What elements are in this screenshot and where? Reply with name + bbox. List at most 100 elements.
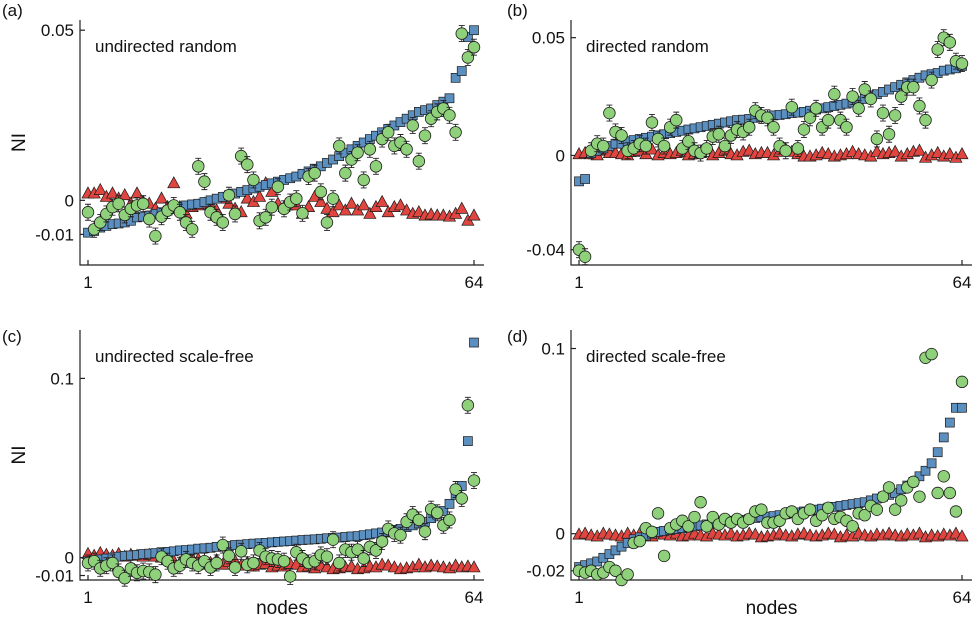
- triangle-point: [375, 194, 389, 207]
- triangle-point: [154, 191, 169, 204]
- circle-point: [913, 99, 926, 113]
- circle-point: [400, 143, 413, 156]
- circle-point: [712, 128, 726, 141]
- circle-point: [234, 149, 248, 163]
- series-circle: [572, 347, 969, 587]
- circle-point: [931, 43, 944, 56]
- square-point: [463, 436, 473, 446]
- circle-point: [633, 534, 646, 548]
- y-tick-label: -0.04: [526, 241, 565, 260]
- series-circle: [572, 29, 969, 266]
- triangle-point: [105, 186, 120, 199]
- circle-point: [173, 206, 187, 219]
- circle-point: [418, 525, 432, 538]
- series-circle: [81, 396, 481, 587]
- circle-point: [858, 83, 871, 96]
- y-tick-label: -0.01: [35, 567, 74, 586]
- circle-point: [846, 90, 859, 103]
- circle-point: [412, 513, 426, 527]
- circle-point: [210, 556, 223, 570]
- panel-label: (b): [507, 1, 528, 20]
- panel-title: undirected scale-free: [95, 347, 254, 366]
- circle-point: [943, 486, 957, 500]
- circle-point: [688, 510, 701, 524]
- circle-point: [136, 197, 150, 210]
- triangle-point: [412, 205, 426, 218]
- circle-point: [271, 180, 285, 193]
- circle-point: [852, 102, 865, 115]
- axes: [79, 330, 484, 581]
- circle-point: [937, 470, 950, 483]
- circle-point: [615, 129, 628, 142]
- triangle-point: [326, 205, 340, 218]
- circle-point: [339, 166, 352, 180]
- circle-point: [198, 175, 211, 188]
- circle-point: [907, 475, 920, 489]
- square-point: [957, 402, 967, 413]
- circle-point: [858, 508, 871, 522]
- circle-point: [682, 520, 695, 533]
- circle-point: [296, 207, 309, 220]
- triangle-point: [931, 145, 945, 158]
- circle-point: [785, 100, 798, 114]
- circle-point: [216, 538, 229, 552]
- circle-point: [913, 490, 926, 503]
- circle-point: [283, 570, 297, 583]
- panel-title: directed random: [586, 37, 709, 56]
- panel-a: 0.05 0 -0.01 1 64 (a) undirected random NI: [2, 1, 484, 292]
- circle-point: [247, 556, 260, 570]
- y-tick-label: 0.05: [532, 29, 565, 48]
- circle-point: [394, 528, 407, 542]
- triangle-point: [344, 196, 359, 209]
- y-axis-label: NI: [9, 133, 30, 152]
- circle-point: [840, 120, 853, 134]
- y-tick-label: 0.1: [541, 340, 565, 359]
- circle-point: [106, 556, 119, 570]
- triangle-point: [357, 198, 371, 211]
- circle-point: [639, 139, 653, 153]
- circle-point: [228, 561, 242, 574]
- triangle-point: [332, 198, 346, 211]
- circle-point: [222, 189, 236, 202]
- circle-point: [363, 143, 377, 156]
- circle-point: [876, 106, 890, 120]
- x-axis-label: nodes: [256, 598, 308, 618]
- circle-point: [333, 556, 346, 570]
- triangle-point: [130, 186, 144, 199]
- square-point: [932, 447, 943, 458]
- circle-point: [431, 506, 444, 519]
- circle-point: [351, 146, 364, 159]
- circle-point: [603, 106, 616, 120]
- triangle-point: [93, 182, 107, 195]
- circle-point: [578, 250, 592, 263]
- circle-point: [803, 111, 817, 124]
- circle-point: [870, 132, 884, 146]
- circle-point: [925, 347, 938, 361]
- axes: [570, 20, 972, 266]
- x-tick-label: 64: [465, 588, 484, 607]
- circle-point: [907, 80, 920, 94]
- x-tick-label: 1: [83, 588, 92, 607]
- square-point: [444, 93, 455, 104]
- y-tick-label: 0: [65, 191, 74, 210]
- square-point: [920, 465, 931, 476]
- circle-point: [192, 160, 205, 173]
- circle-point: [149, 229, 162, 243]
- circle-point: [369, 544, 383, 557]
- square-point: [926, 458, 937, 469]
- circle-point: [326, 192, 340, 205]
- circle-point: [449, 483, 462, 496]
- square-point: [469, 25, 479, 36]
- panel-title: undirected random: [95, 37, 237, 56]
- axes: [79, 20, 484, 266]
- circle-point: [406, 119, 419, 132]
- panel-label: (d): [507, 327, 528, 346]
- circle-point: [651, 507, 665, 520]
- circle-point: [670, 113, 683, 127]
- circle-point: [241, 158, 254, 171]
- panel-c: 0.1 0-0.01 1 64 (c) undirected scale-free NI no…: [2, 327, 484, 618]
- circle-point: [467, 41, 481, 54]
- circle-point: [925, 73, 938, 87]
- circle-point: [943, 36, 957, 49]
- circle-point: [382, 126, 395, 139]
